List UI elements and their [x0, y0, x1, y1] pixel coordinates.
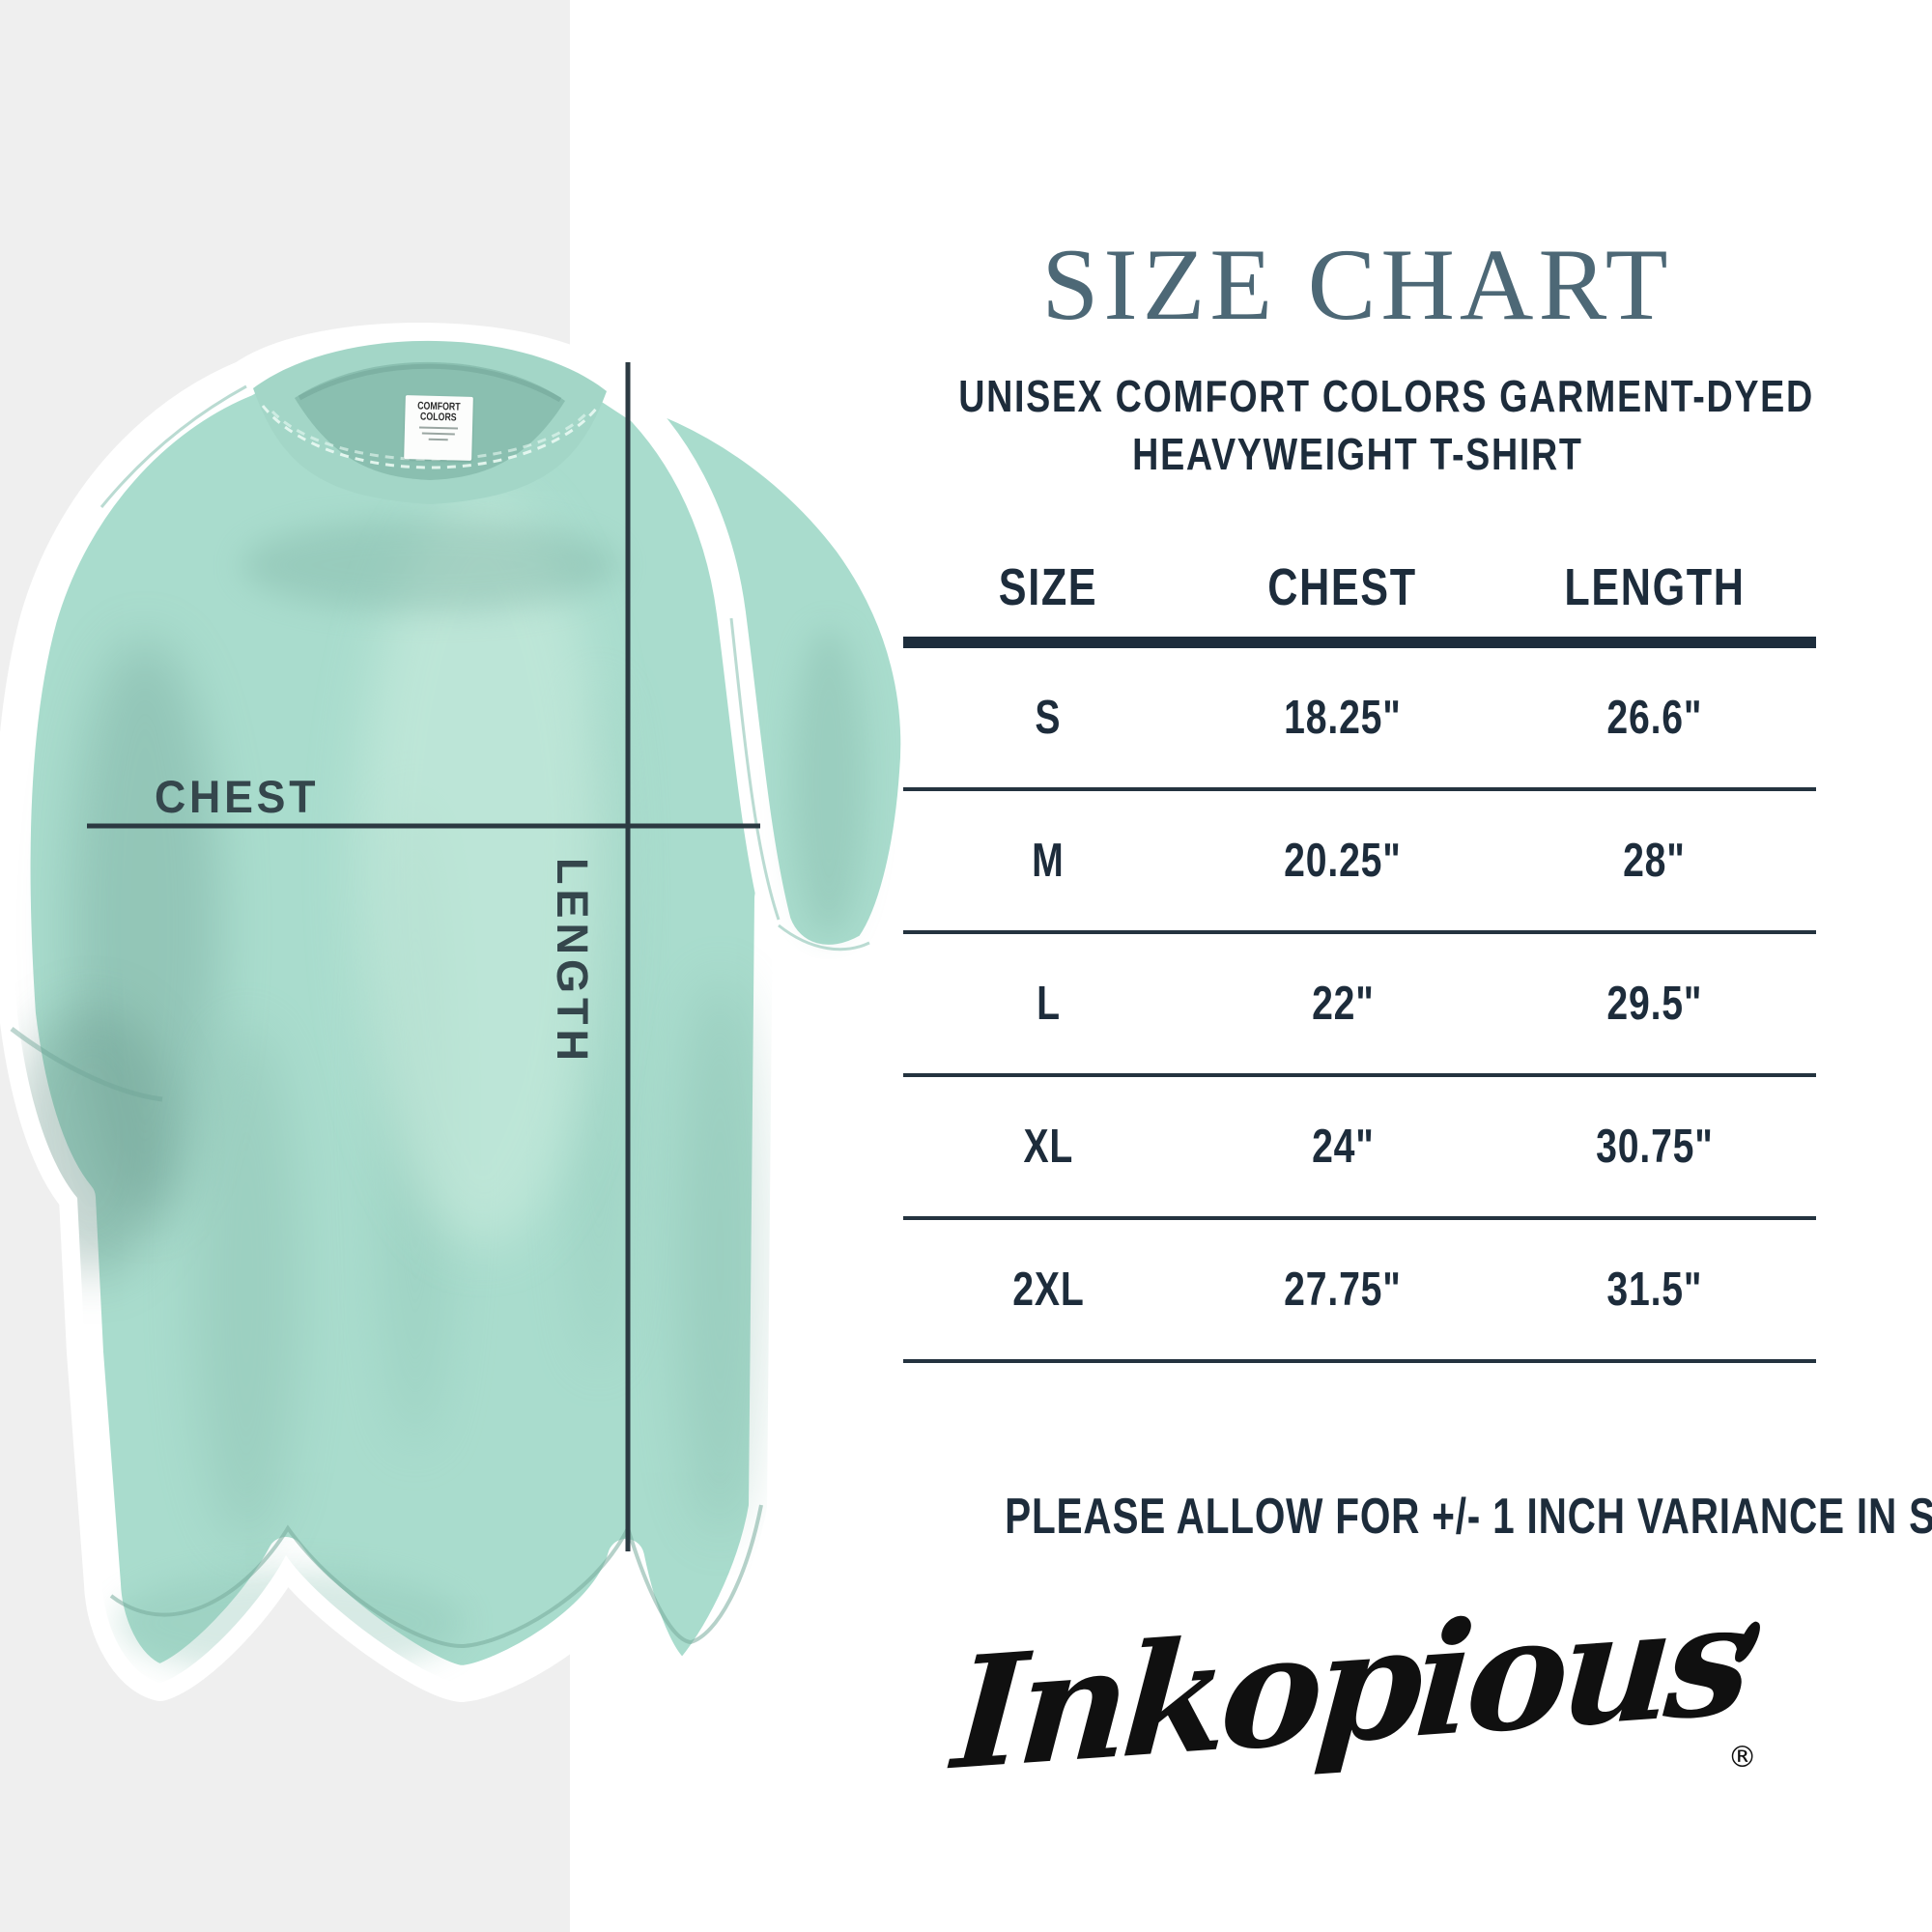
cell-length: 26.6"	[1606, 692, 1702, 744]
tshirt-seams	[10, 384, 870, 1649]
table-row-xl: XL 24" 30.75"	[903, 1077, 1816, 1220]
subtitle-line1: UNISEX COMFORT COLORS GARMENT-DYED	[958, 371, 1814, 421]
cell-chest: 27.75"	[1284, 1264, 1402, 1316]
cell-length: 28"	[1623, 835, 1686, 887]
cell-length: 31.5"	[1606, 1264, 1702, 1316]
registered-trademark-icon: ®	[1727, 1741, 1757, 1775]
page-title: SIZE CHART	[1041, 228, 1673, 341]
cell-length: 30.75"	[1595, 1121, 1714, 1173]
cell-chest: 22"	[1311, 978, 1375, 1030]
table-row-l: L 22" 29.5"	[903, 934, 1816, 1077]
cell-size: XL	[1023, 1121, 1073, 1173]
variance-note: PLEASE ALLOW FOR +/- 1 INCH VARIANCE IN …	[1005, 1489, 1932, 1545]
subtitle-line2: HEAVYWEIGHT T-SHIRT	[1131, 429, 1583, 479]
cell-length: 29.5"	[1606, 978, 1702, 1030]
size-table: SIZE CHEST LENGTH S 18.25" 26.6" M 20.25…	[903, 537, 1816, 1363]
cell-size: L	[1036, 978, 1061, 1030]
table-header-rule	[903, 637, 1816, 648]
table-row-s: S 18.25" 26.6"	[903, 648, 1816, 791]
size-table-header: SIZE CHEST LENGTH	[903, 537, 1816, 637]
table-row-2xl: 2XL 27.75" 31.5"	[903, 1220, 1816, 1363]
column-header-length: LENGTH	[1563, 557, 1746, 616]
collar-tag: COMFORT COLORS	[404, 395, 473, 461]
cell-chest: 20.25"	[1284, 835, 1402, 887]
table-row-m: M 20.25" 28"	[903, 791, 1816, 934]
collar-tag-fineprint	[421, 432, 455, 436]
cell-size: 2XL	[1011, 1264, 1085, 1316]
page-subtitle: UNISEX COMFORT COLORS GARMENT-DYED HEAVY…	[865, 367, 1850, 483]
tshirt-photo	[10, 340, 916, 1684]
cell-chest: 24"	[1311, 1121, 1375, 1173]
cell-size: S	[1035, 692, 1062, 744]
column-header-chest: CHEST	[1267, 557, 1418, 616]
length-measure-label: LENGTH	[548, 858, 597, 1065]
collar-tag-fineprint	[428, 438, 448, 441]
inkopious-logo: Inkopious®	[918, 1570, 1826, 1804]
column-header-size: SIZE	[998, 557, 1098, 616]
cell-chest: 18.25"	[1284, 692, 1402, 744]
collar-tag-line2: COLORS	[420, 411, 458, 424]
chest-measure-label: CHEST	[155, 771, 320, 822]
cell-size: M	[1032, 835, 1065, 887]
collar-tag-fineprint	[418, 426, 459, 430]
brand-name: Inkopious	[948, 1569, 1752, 1805]
